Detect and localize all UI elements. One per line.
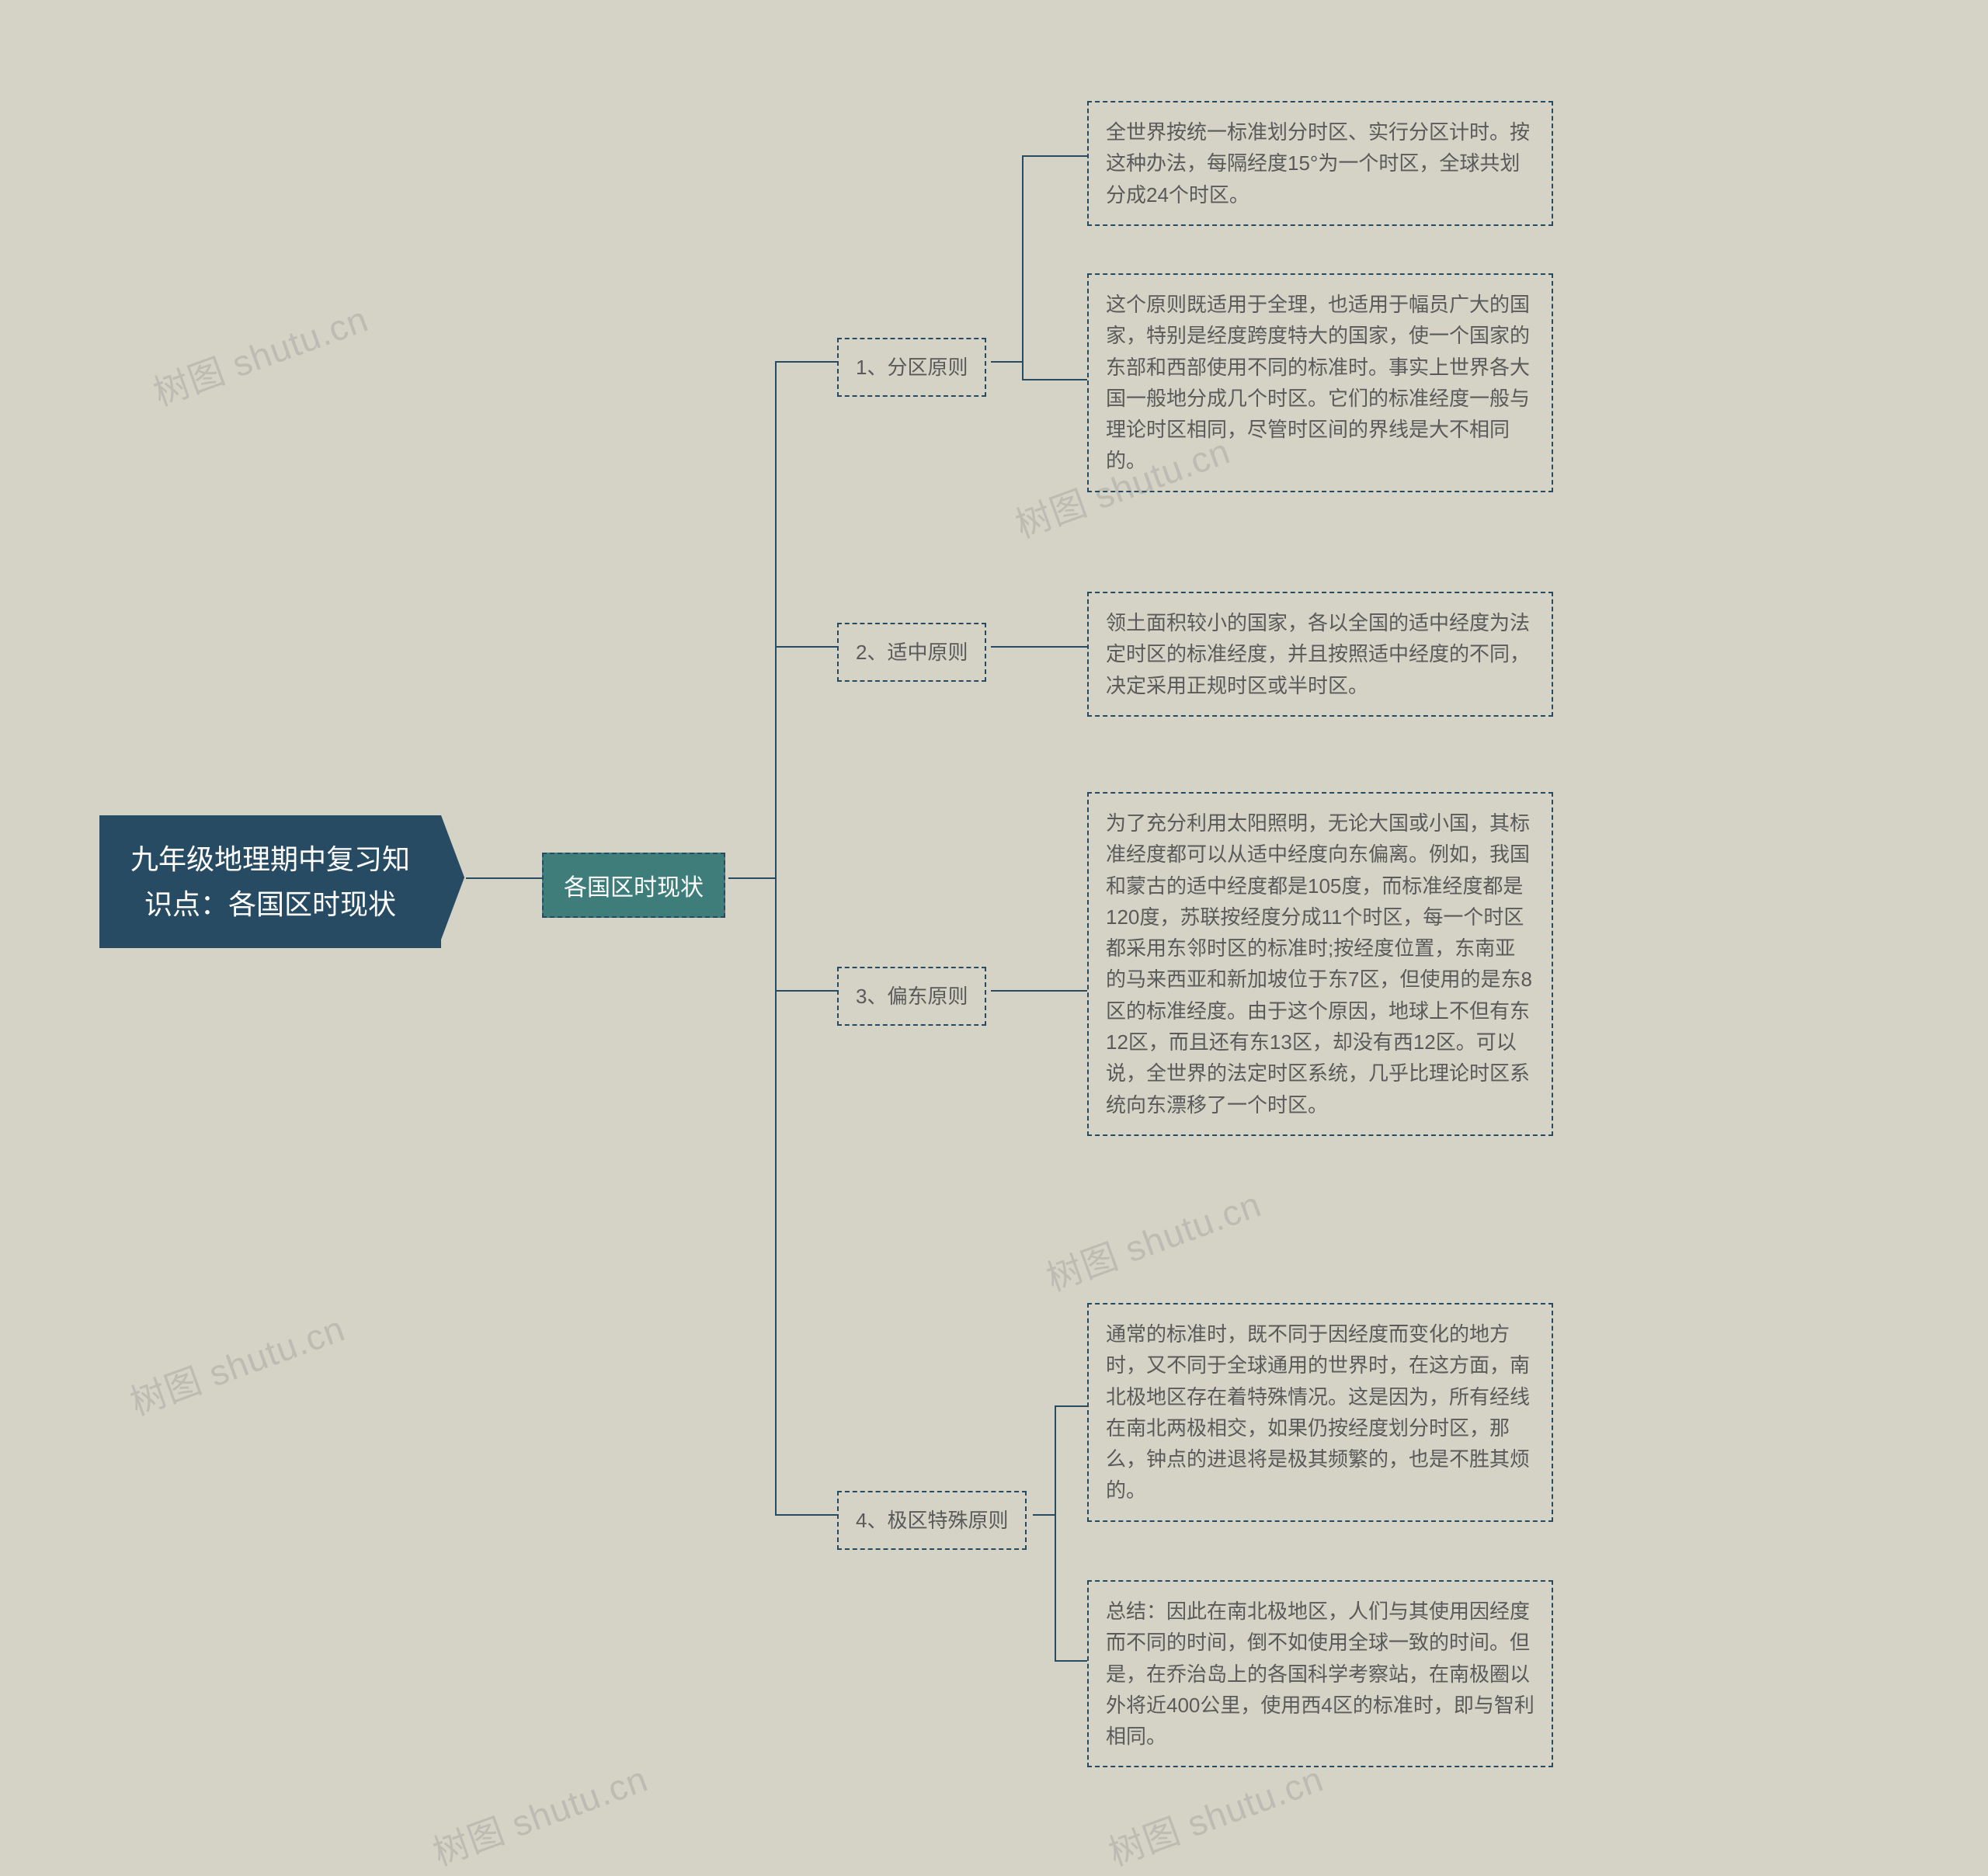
connector xyxy=(1055,1660,1087,1662)
connector xyxy=(775,1514,837,1516)
connector xyxy=(1022,155,1024,380)
connector xyxy=(1055,1405,1087,1407)
detail-text: 全世界按统一标准划分时区、实行分区计时。按这种办法，每隔经度15°为一个时区，全… xyxy=(1106,120,1530,207)
connector xyxy=(991,990,1087,992)
watermark: 树图 shutu.cn xyxy=(425,1751,654,1876)
level1-node-text: 各国区时现状 xyxy=(564,875,704,901)
connector xyxy=(1022,155,1087,157)
connector xyxy=(1055,1405,1056,1662)
connector xyxy=(775,990,837,992)
watermark: 树图 shutu.cn xyxy=(1038,1176,1267,1301)
detail-text: 通常的标准时，既不同于因经度而变化的地方时，又不同于全球通用的世界时，在这方面，… xyxy=(1106,1322,1530,1502)
connector xyxy=(775,361,837,363)
root-node: 九年级地理期中复习知识点：各国区时现状 xyxy=(99,815,441,948)
principle-node: 4、极区特殊原则 xyxy=(837,1491,1027,1550)
principle-label: 4、极区特殊原则 xyxy=(856,1509,1008,1532)
principle-label: 2、适中原则 xyxy=(856,641,968,664)
principle-node: 2、适中原则 xyxy=(837,623,986,682)
detail-node: 领土面积较小的国家，各以全国的适中经度为法定时区的标准经度，并且按照适中经度的不… xyxy=(1087,592,1553,717)
principle-node: 1、分区原则 xyxy=(837,338,986,397)
principle-label: 1、分区原则 xyxy=(856,356,968,379)
principle-node: 3、偏东原则 xyxy=(837,967,986,1026)
level1-node: 各国区时现状 xyxy=(542,853,725,918)
principle-label: 3、偏东原则 xyxy=(856,985,968,1008)
detail-node: 为了充分利用太阳照明，无论大国或小国，其标准经度都可以从适中经度向东偏离。例如，… xyxy=(1087,792,1553,1136)
detail-text: 这个原则既适用于全理，也适用于幅员广大的国家，特别是经度跨度特大的国家，使一个国… xyxy=(1106,293,1530,472)
detail-node: 总结：因此在南北极地区，人们与其使用因经度而不同的时间，倒不如使用全球一致的时间… xyxy=(1087,1580,1553,1767)
connector xyxy=(466,877,542,879)
watermark: 树图 shutu.cn xyxy=(145,291,374,416)
detail-node: 这个原则既适用于全理，也适用于幅员广大的国家，特别是经度跨度特大的国家，使一个国… xyxy=(1087,273,1553,492)
watermark: 树图 shutu.cn xyxy=(122,1301,351,1426)
detail-text: 领土面积较小的国家，各以全国的适中经度为法定时区的标准经度，并且按照适中经度的不… xyxy=(1106,611,1530,697)
connector xyxy=(775,361,777,1516)
detail-text: 总结：因此在南北极地区，人们与其使用因经度而不同的时间，倒不如使用全球一致的时间… xyxy=(1106,1600,1534,1748)
watermark: 树图 shutu.cn xyxy=(1100,1751,1329,1876)
detail-text: 为了充分利用太阳照明，无论大国或小国，其标准经度都可以从适中经度向东偏离。例如，… xyxy=(1106,811,1532,1117)
connector xyxy=(991,646,1087,648)
connector xyxy=(991,361,1022,363)
detail-node: 通常的标准时，既不同于因经度而变化的地方时，又不同于全球通用的世界时，在这方面，… xyxy=(1087,1303,1553,1522)
connector xyxy=(728,877,775,879)
connector xyxy=(1022,379,1087,380)
connector xyxy=(775,646,837,648)
detail-node: 全世界按统一标准划分时区、实行分区计时。按这种办法，每隔经度15°为一个时区，全… xyxy=(1087,101,1553,226)
root-node-text: 九年级地理期中复习知识点：各国区时现状 xyxy=(130,843,410,920)
connector xyxy=(1033,1514,1055,1516)
